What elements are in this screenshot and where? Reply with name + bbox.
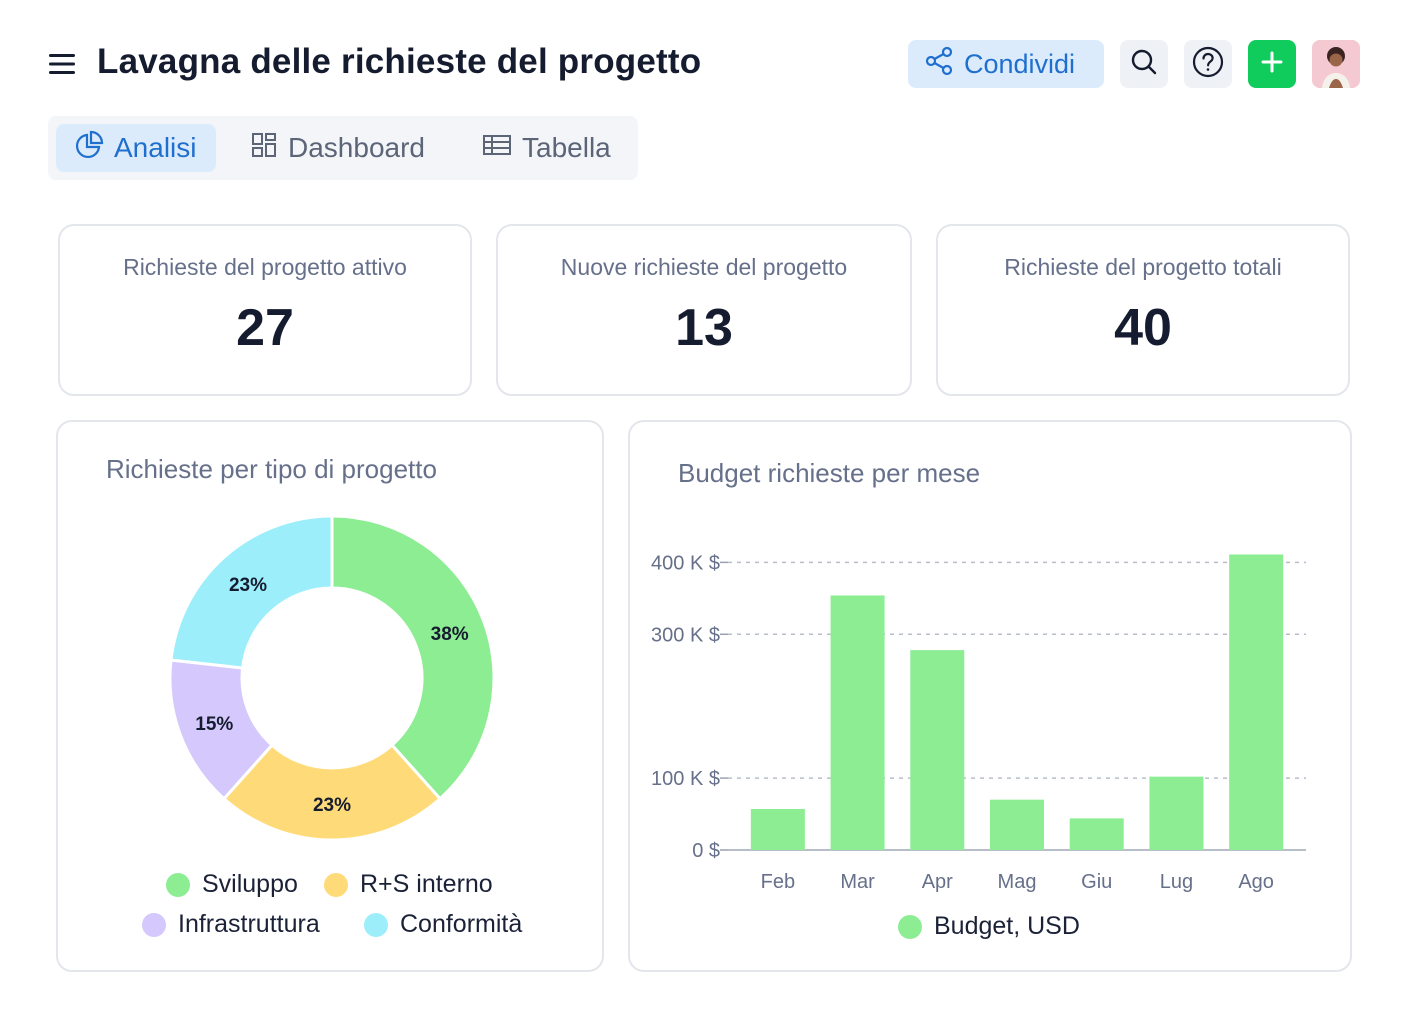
y-tick-label: 300 K $: [651, 624, 720, 646]
bar: [1229, 554, 1284, 850]
tab-analisi[interactable]: Analisi: [56, 124, 216, 172]
slice-label: 15%: [195, 714, 233, 735]
stat-label: Nuove richieste del progetto: [560, 254, 848, 280]
legend-swatch: [364, 912, 388, 937]
tab-label: Analisi: [114, 132, 197, 163]
legend-swatch: [898, 914, 922, 939]
legend-swatch: [324, 872, 348, 897]
bar: [830, 595, 885, 850]
slice-label: 38%: [431, 624, 469, 645]
stat-card-active: Richieste del progetto attivo 27: [58, 224, 472, 396]
bar: [1069, 818, 1124, 850]
donut-chart: 38% 23% 15% 23%: [168, 514, 496, 842]
add-button[interactable]: [1248, 40, 1296, 88]
legend-label: Conformità: [400, 910, 523, 938]
tab-label: Tabella: [522, 132, 611, 163]
tab-tabella[interactable]: Tabella: [464, 124, 630, 172]
y-tick-label: 100 K $: [651, 768, 720, 790]
table-icon: [482, 131, 512, 166]
x-tick-label: Mag: [998, 871, 1037, 893]
stat-value: 27: [236, 299, 294, 357]
legend-label: Sviluppo: [202, 870, 298, 898]
plus-icon: [1260, 50, 1284, 79]
legend-swatch: [166, 872, 190, 897]
x-tick-label: Apr: [922, 871, 953, 893]
y-tick-label: 400 K $: [651, 552, 720, 574]
tab-dashboard[interactable]: Dashboard: [232, 124, 450, 172]
bar: [1149, 776, 1204, 850]
search-button[interactable]: [1120, 40, 1168, 88]
stat-card-total: Richieste del progetto totali 40: [936, 224, 1350, 396]
help-button[interactable]: [1184, 40, 1232, 88]
legend-item-infrastruttura: Infrastruttura: [142, 910, 320, 939]
x-tick-label: Feb: [761, 871, 795, 893]
share-icon: [924, 46, 954, 83]
bar: [990, 799, 1044, 850]
donut-slice: [221, 742, 443, 842]
bar: [910, 650, 965, 850]
x-tick-label: Mar: [840, 871, 875, 893]
legend-item-budget: Budget, USD: [898, 912, 1080, 941]
stat-card-new: Nuove richieste del progetto 13: [496, 224, 912, 396]
slice-label: 23%: [313, 795, 351, 816]
bar-chart: 0 $ 100 K $ 300 K $ 400 K $ Feb Mar Apr Mag Giu L…: [651, 552, 1306, 893]
stat-label: Richieste del progetto attivo: [123, 254, 407, 280]
share-label: Condividi: [964, 48, 1076, 79]
avatar[interactable]: [1312, 40, 1360, 88]
x-tick-label: Ago: [1238, 871, 1274, 893]
slice-label: 23%: [229, 575, 267, 596]
page-title: Lavagna delle richieste del progetto: [97, 42, 702, 81]
dashboard-icon: [250, 131, 278, 166]
y-tick-label: 0 $: [692, 840, 720, 862]
stat-label: Richieste del progetto totali: [1004, 254, 1282, 280]
legend-item-rs-interno: R+S interno: [324, 870, 493, 899]
legend-item-conformita: Conformità: [364, 910, 522, 939]
legend-label: R+S interno: [360, 870, 493, 898]
chart-title: Budget richieste per mese: [678, 458, 981, 488]
donut-slice: [169, 514, 334, 670]
stat-value: 40: [1114, 299, 1172, 357]
stat-value: 13: [675, 299, 733, 357]
legend-item-sviluppo: Sviluppo: [166, 870, 298, 899]
pie-chart-icon: [74, 130, 104, 167]
chart-title: Richieste per tipo di progetto: [106, 454, 437, 484]
bar: [750, 809, 805, 850]
bar-chart-panel: Budget richieste per mese 0 $ 100 K $ 300 …: [628, 420, 1352, 972]
x-tick-label: Giu: [1081, 871, 1112, 893]
view-tabs: Analisi Dashboard Tabella: [48, 116, 638, 180]
menu-icon[interactable]: [48, 50, 76, 78]
x-tick-label: Lug: [1160, 871, 1193, 893]
header: Lavagna delle richieste del progetto Con…: [48, 36, 1360, 92]
legend-label: Infrastruttura: [178, 910, 320, 938]
donut-slice: [330, 514, 496, 801]
donut-chart-panel: Richieste per tipo di progetto 38% 23% 15%…: [56, 420, 604, 972]
legend-swatch: [142, 912, 166, 937]
tab-label: Dashboard: [288, 132, 425, 163]
legend-label: Budget, USD: [934, 912, 1080, 940]
share-button[interactable]: Condividi: [908, 40, 1104, 88]
help-icon: [1192, 46, 1224, 83]
search-icon: [1130, 48, 1158, 81]
